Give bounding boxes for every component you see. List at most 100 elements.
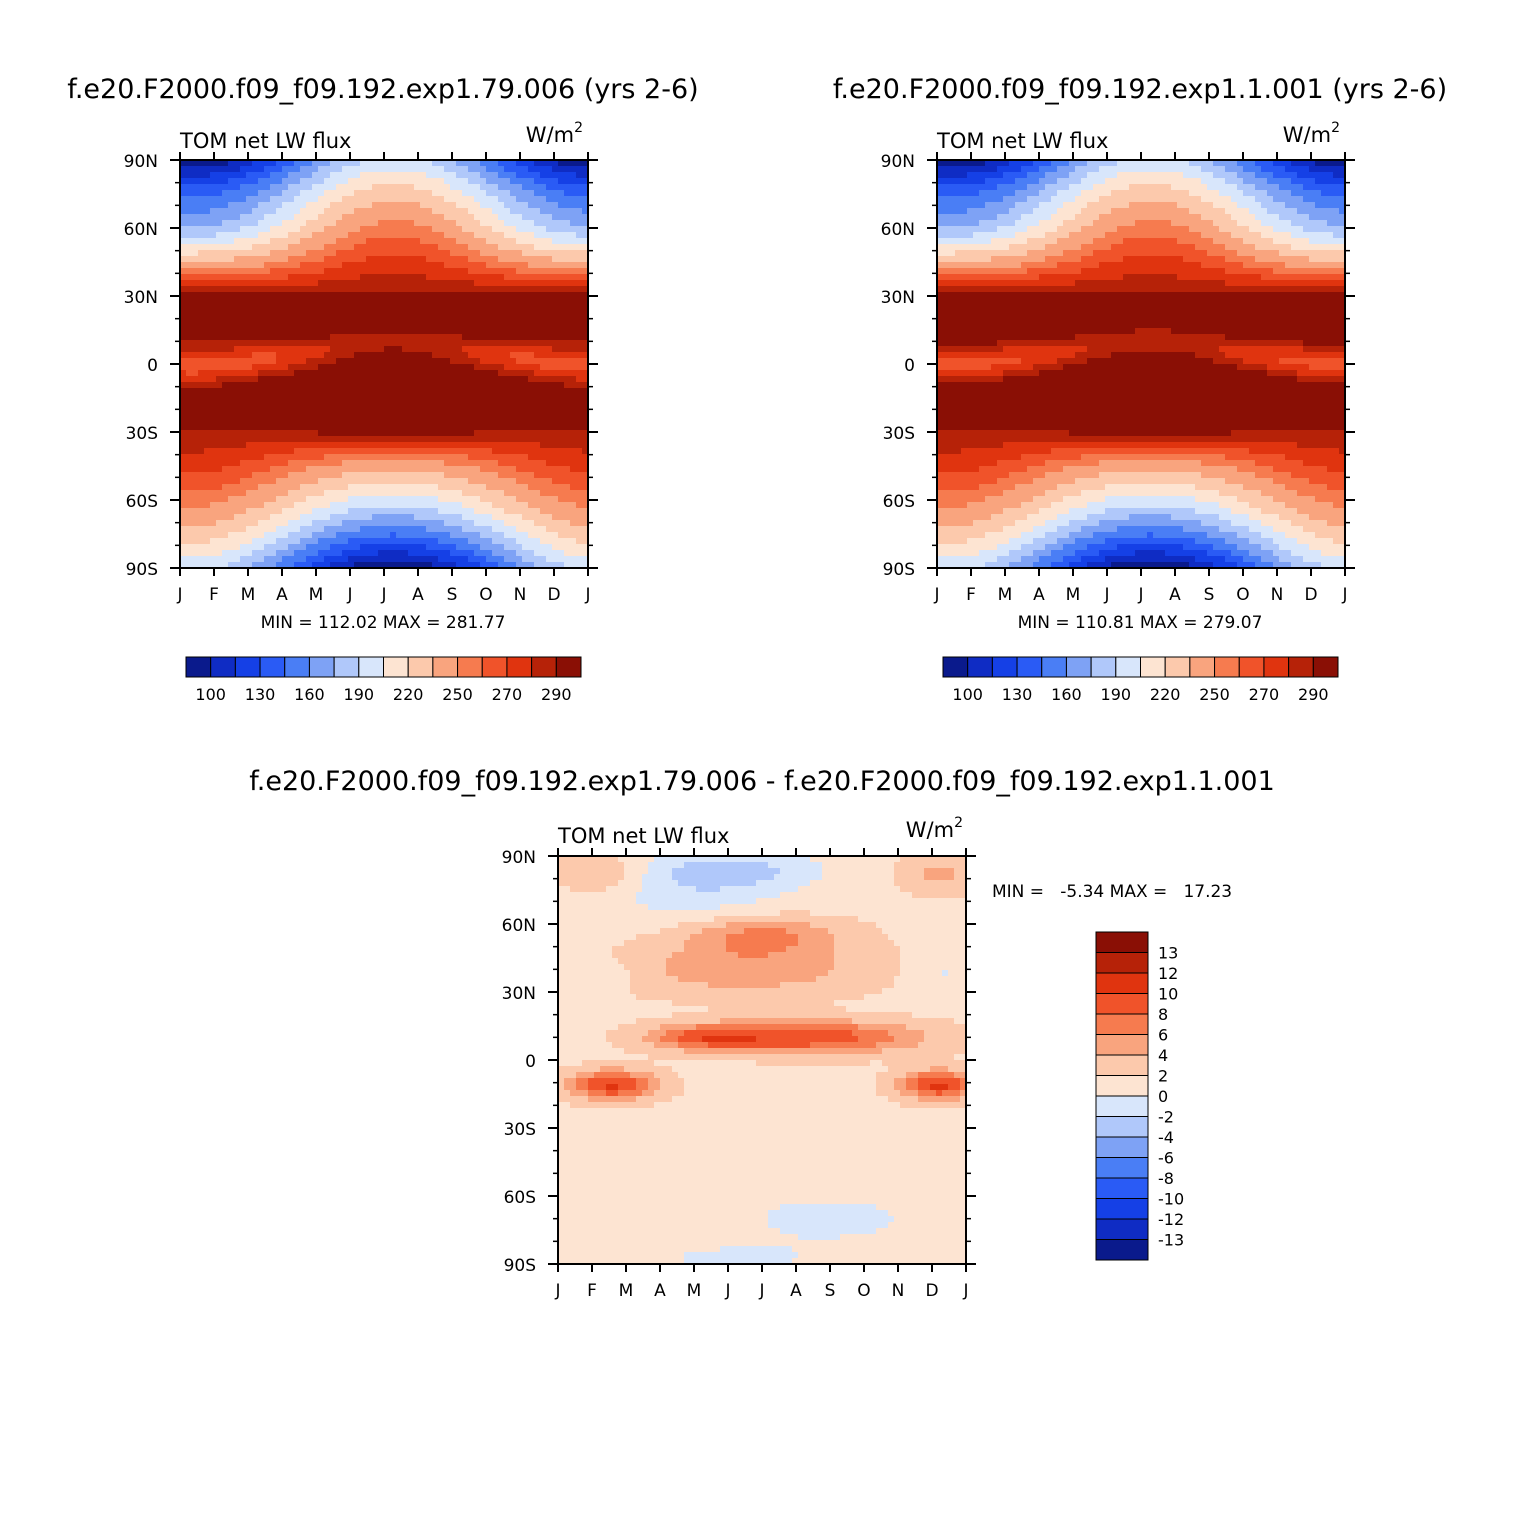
field-cell [264,550,271,557]
field-cell [534,370,541,377]
field-cell [354,520,361,527]
field-cell [282,316,289,323]
field-cell [210,532,217,539]
field-cell [498,238,505,245]
field-cell [1045,172,1052,179]
field-cell [186,358,193,365]
field-cell [432,358,439,365]
field-cell [252,310,259,317]
field-cell [1021,166,1028,173]
field-cell [342,220,349,227]
field-cell [384,520,391,527]
field-cell [991,172,998,179]
y-tick-label: 90N [124,152,158,172]
field-cell [204,226,211,233]
field-cell [246,382,253,389]
field-cell [366,286,373,293]
field-cell [186,160,193,167]
field-cell [360,484,367,491]
field-cell [444,214,451,221]
field-cell [234,370,241,377]
field-cell [426,340,433,347]
field-cell [546,466,553,473]
field-cell [330,244,337,251]
field-cell [276,274,283,281]
field-cell [300,370,307,377]
field-cell [324,532,331,539]
field-cell [426,490,433,497]
field-cell [210,442,217,449]
field-cell [1177,178,1184,185]
field-cell [312,340,319,347]
field-cell [576,340,583,347]
field-cell [414,298,421,305]
field-cell [276,382,283,389]
field-cell [1009,166,1016,173]
field-cell [534,496,541,503]
field-cell [258,190,265,197]
field-cell [336,286,343,293]
field-cell [480,232,487,239]
field-cell [402,520,409,527]
field-cell [486,316,493,323]
field-cell [534,412,541,419]
field-cell [354,262,361,269]
field-cell [240,370,247,377]
field-cell [570,544,577,551]
field-cell [480,220,487,227]
field-cell [294,478,301,485]
field-cell [516,232,523,239]
field-cell [198,556,205,563]
field-cell [366,178,373,185]
field-cell [450,220,457,227]
field-cell [408,526,415,533]
field-cell [414,442,421,449]
field-cell [348,424,355,431]
field-cell [390,160,397,167]
field-cell [198,448,205,455]
field-cell [528,382,535,389]
field-cell [570,562,577,569]
field-cell [294,262,301,269]
field-cell [372,220,379,227]
field-cell [258,436,265,443]
field-cell [973,172,980,179]
field-cell [570,394,577,401]
field-cell [474,514,481,521]
field-cell [384,352,391,359]
field-cell [216,442,223,449]
field-cell [390,478,397,485]
field-cell [552,178,559,185]
field-cell [456,550,463,557]
field-cell [300,532,307,539]
field-cell [582,418,589,425]
field-cell [432,244,439,251]
field-cell [348,370,355,377]
field-cell [192,166,199,173]
field-cell [444,250,451,257]
field-cell [516,268,523,275]
field-cell [534,160,541,167]
field-cell [384,220,391,227]
field-cell [408,508,415,515]
field-cell [468,484,475,491]
field-cell [198,214,205,221]
field-cell [342,478,349,485]
field-cell [480,286,487,293]
field-cell [186,538,193,545]
field-cell [570,184,577,191]
field-cell [486,436,493,443]
field-cell [522,358,529,365]
field-cell [582,508,589,515]
field-cell [498,298,505,305]
field-cell [414,508,421,515]
field-cell [378,436,385,443]
field-cell [258,532,265,539]
field-cell [474,172,481,179]
field-cell [528,166,535,173]
field-cell [492,472,499,479]
field-cell [222,364,229,371]
field-cell [324,388,331,395]
field-cell [516,274,523,281]
field-cell [288,202,295,209]
